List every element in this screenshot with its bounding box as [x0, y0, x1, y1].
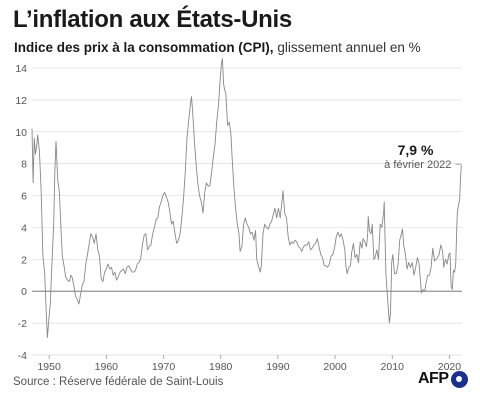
annotation-value: 7,9 %	[398, 142, 434, 158]
grid-layer	[32, 67, 462, 356]
annotation-layer: 7,9 % à février 2022	[384, 142, 462, 171]
subtitle-normal: glissement annuel en %	[273, 40, 421, 55]
chart-subtitle: Indice des prix à la consommation (CPI),…	[14, 40, 421, 55]
y-tick-label: 14	[15, 63, 27, 75]
y-tick-label: -2	[18, 318, 27, 330]
logo-dot-icon	[450, 370, 468, 388]
x-tick-label: 1980	[209, 361, 233, 373]
x-tick-label: 1970	[152, 361, 176, 373]
y-tick-label: 0	[21, 286, 27, 298]
x-tick-label: 1990	[266, 361, 290, 373]
x-tick-label: 2000	[323, 361, 347, 373]
y-tick-label: 12	[15, 95, 27, 107]
y-tick-label: -4	[18, 350, 27, 362]
chart-title: L’inflation aux États-Unis	[13, 6, 292, 33]
y-tick-label: 2	[21, 254, 27, 266]
x-tick-label: 2010	[381, 361, 405, 373]
x-tick-label: 1960	[95, 361, 119, 373]
series-line	[31, 57, 462, 338]
y-tick-label: 8	[21, 159, 27, 171]
y-tick-label: 6	[21, 191, 27, 203]
source-note: Source : Réserve fédérale de Saint-Louis	[13, 376, 224, 388]
afp-logo: AFP	[418, 370, 468, 388]
axis-layer: -4 -2 0 2 4 6 8 10 12 14 1950 1960 1970 1980 1990 2000 2…	[15, 63, 461, 373]
x-tick-label: 1950	[37, 361, 61, 373]
series-layer	[31, 57, 462, 338]
y-tick-label: 4	[21, 222, 27, 234]
logo-text: AFP	[418, 370, 449, 387]
annotation-note: à février 2022	[384, 159, 451, 171]
x-tick-label: 2020	[438, 361, 462, 373]
subtitle-bold: Indice des prix à la consommation (CPI),	[14, 40, 274, 55]
y-tick-label: 10	[15, 127, 27, 139]
